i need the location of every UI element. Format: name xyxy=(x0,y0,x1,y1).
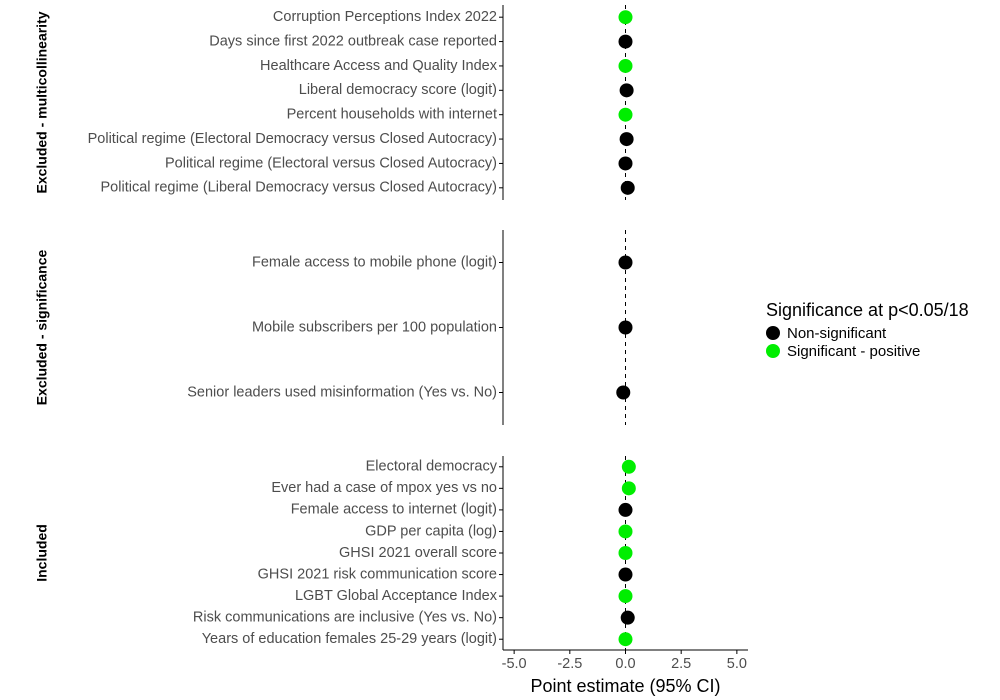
data-point xyxy=(618,34,633,49)
data-point xyxy=(618,107,633,122)
y-tick-label: LGBT Global Acceptance Index xyxy=(295,588,498,604)
y-tick-label: Days since first 2022 outbreak case repo… xyxy=(209,33,497,49)
y-tick-label: Healthcare Access and Quality Index xyxy=(260,58,498,74)
x-tick-label: 0.0 xyxy=(615,656,635,672)
data-point xyxy=(618,320,633,335)
data-point xyxy=(618,524,633,539)
y-tick-label: GHSI 2021 overall score xyxy=(339,545,497,561)
data-point xyxy=(618,58,633,73)
legend-item-significant-positive: Significant - positive xyxy=(766,342,969,360)
data-point xyxy=(618,632,633,647)
y-tick-label: Electoral democracy xyxy=(366,459,498,475)
data-point xyxy=(618,10,633,25)
y-tick-label: Ever had a case of mpox yes vs no xyxy=(271,480,497,496)
y-tick-label: Political regime (Liberal Democracy vers… xyxy=(101,180,497,196)
panel-strip-label: Included xyxy=(34,524,50,582)
data-point xyxy=(619,132,634,147)
x-axis-title: Point estimate (95% CI) xyxy=(530,676,720,696)
data-point xyxy=(620,180,635,195)
y-tick-label: Risk communications are inclusive (Yes v… xyxy=(193,609,497,625)
data-point xyxy=(621,459,636,474)
data-point xyxy=(618,546,633,560)
y-tick-label: Liberal democracy score (logit) xyxy=(299,82,497,98)
data-point xyxy=(621,481,636,496)
data-point xyxy=(619,83,634,98)
y-tick-label: Years of education females 25-29 years (… xyxy=(202,631,497,647)
panel-strip-label: Excluded - significance xyxy=(34,249,50,405)
data-point xyxy=(618,255,633,270)
data-point xyxy=(618,156,633,171)
y-tick-label: Female access to internet (logit) xyxy=(291,502,497,518)
y-tick-label: Political regime (Electoral Democracy ve… xyxy=(88,131,497,147)
legend-label-non-significant: Non-significant xyxy=(787,324,887,342)
data-point xyxy=(618,589,633,604)
legend-title: Significance at p<0.05/18 xyxy=(766,300,969,320)
legend: Significance at p<0.05/18 Non-significan… xyxy=(766,300,969,360)
y-tick-label: Senior leaders used misinformation (Yes … xyxy=(187,384,497,400)
legend-item-non-significant: Non-significant xyxy=(766,324,969,342)
y-tick-label: Political regime (Electoral versus Close… xyxy=(165,155,497,171)
panel-strip-label: Excluded - multicollinearity xyxy=(34,11,50,193)
y-tick-label: Mobile subscribers per 100 population xyxy=(252,319,497,335)
x-tick-label: 2.5 xyxy=(671,656,691,672)
y-tick-label: GDP per capita (log) xyxy=(365,523,497,539)
data-point xyxy=(618,567,633,582)
legend-swatch-significant-positive xyxy=(766,344,780,358)
x-tick-label: 5.0 xyxy=(727,656,747,672)
y-tick-label: GHSI 2021 risk communication score xyxy=(258,566,497,582)
data-point xyxy=(618,502,633,517)
legend-swatch-non-significant xyxy=(766,326,780,340)
y-tick-label: Corruption Perceptions Index 2022 xyxy=(273,9,497,25)
data-point xyxy=(620,610,635,625)
x-tick-label: -2.5 xyxy=(557,656,582,672)
y-tick-label: Female access to mobile phone (logit) xyxy=(252,254,497,270)
x-tick-label: -5.0 xyxy=(502,656,527,672)
y-tick-label: Percent households with internet xyxy=(287,107,497,123)
data-point xyxy=(616,385,631,400)
legend-label-significant-positive: Significant - positive xyxy=(787,342,921,360)
